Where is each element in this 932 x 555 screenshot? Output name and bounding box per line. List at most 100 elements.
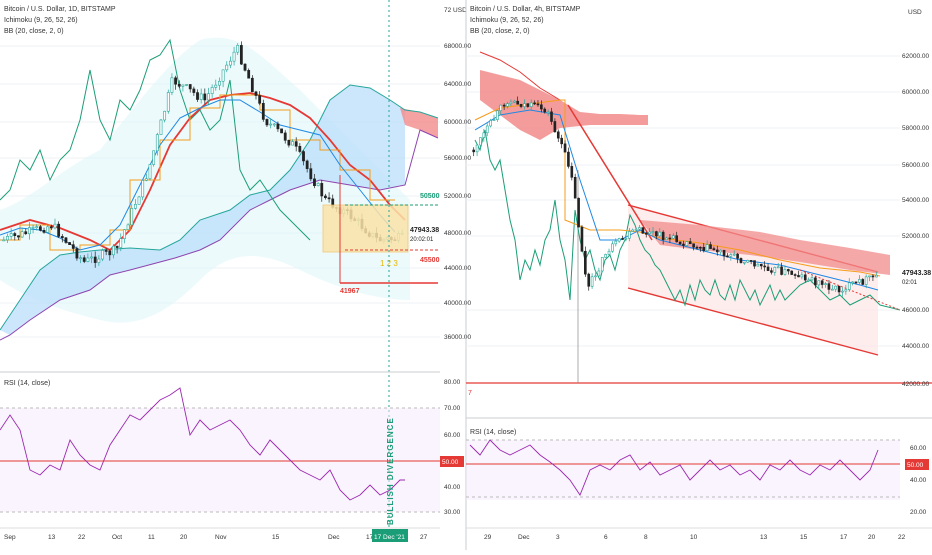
candle-body	[185, 84, 188, 86]
candle-body	[675, 235, 679, 243]
candle-body	[250, 77, 254, 93]
candle-body	[155, 134, 159, 152]
candle-body	[49, 226, 53, 229]
candle-body	[13, 233, 17, 236]
candle-body	[309, 168, 313, 180]
candle-body	[787, 269, 790, 272]
candle-body	[2, 239, 6, 242]
candle-body	[584, 250, 587, 275]
right-rsi-scale: 60.00 40.00 20.00	[910, 445, 927, 516]
candle-body	[64, 237, 68, 243]
right-edge-label: 7	[468, 390, 472, 397]
candle-body	[665, 237, 668, 241]
candle-body	[221, 69, 225, 82]
candle-body	[634, 228, 638, 231]
candle-body	[715, 249, 719, 253]
candle-body	[868, 275, 871, 278]
right-4h-chart: Bitcoin / U.S. Dollar, 4h, BITSTAMP Ichi…	[466, 6, 932, 541]
left-ichimoku-cloud	[0, 85, 405, 335]
candle-body	[254, 91, 258, 96]
svg-text:44000.00: 44000.00	[902, 343, 929, 350]
candle-body	[261, 103, 265, 120]
left-cloud-red	[400, 108, 438, 138]
left-rsi-legend: RSI (14, close)	[4, 380, 50, 387]
candle-body	[688, 241, 692, 245]
candle-body	[529, 102, 533, 107]
svg-text:54000.00: 54000.00	[902, 197, 929, 204]
candle-body	[133, 204, 137, 209]
right-time-axis: 29 Dec 3 6 8 10 13 15 17 20 22	[484, 534, 906, 541]
candle-body	[536, 103, 540, 106]
candle-body	[472, 149, 476, 153]
left-legend-bb: BB (20, close, 2, 0)	[4, 28, 64, 35]
candle-body	[550, 111, 553, 122]
candle-body	[560, 137, 563, 145]
candle-body	[763, 265, 766, 268]
candle-body	[580, 226, 584, 252]
candle-body	[35, 226, 39, 228]
candle-body	[709, 244, 712, 249]
bullish-divergence-label: BULLISH DIVERGENCE	[386, 417, 395, 525]
candle-body	[294, 141, 298, 147]
candle-body	[203, 93, 207, 101]
candle-body	[232, 51, 236, 62]
candle-body	[607, 250, 611, 255]
candle-body	[776, 266, 780, 269]
candle-body	[6, 236, 9, 241]
candle-body	[17, 235, 20, 238]
candle-body	[57, 223, 61, 237]
candle-body	[604, 254, 607, 258]
candle-body	[759, 263, 763, 267]
candle-body	[119, 238, 123, 248]
svg-text:Nov: Nov	[215, 534, 227, 541]
candle-body	[773, 266, 777, 273]
candle-body	[489, 120, 492, 127]
left-rsi-current: 50.00	[442, 459, 459, 466]
candle-body	[753, 260, 756, 267]
candle-body	[287, 139, 291, 146]
svg-text:Oct: Oct	[112, 534, 122, 541]
candle-body	[736, 253, 739, 259]
svg-text:29: 29	[484, 534, 492, 541]
svg-text:80.00: 80.00	[444, 379, 461, 386]
svg-text:44000.00: 44000.00	[444, 265, 471, 272]
candle-body	[567, 151, 570, 167]
svg-text:22: 22	[898, 534, 906, 541]
candle-body	[144, 178, 148, 181]
svg-text:10: 10	[690, 534, 698, 541]
svg-text:52000.00: 52000.00	[902, 233, 929, 240]
candle-body	[570, 166, 574, 178]
candle-body	[188, 84, 192, 90]
candle-body	[651, 231, 655, 233]
candle-body	[130, 208, 134, 226]
candle-body	[243, 63, 247, 71]
candle-body	[305, 160, 309, 169]
svg-text:40.00: 40.00	[444, 484, 461, 491]
svg-text:13: 13	[48, 534, 56, 541]
candle-body	[298, 145, 302, 152]
candle-body	[621, 238, 624, 240]
candle-body	[516, 100, 519, 105]
candle-body	[137, 196, 141, 205]
svg-text:13: 13	[760, 534, 768, 541]
candle-body	[499, 104, 503, 112]
candle-body	[207, 93, 210, 101]
candle-body	[702, 246, 706, 251]
svg-text:48000.00: 48000.00	[444, 230, 471, 237]
candle-body	[53, 223, 57, 229]
candle-body	[861, 279, 865, 285]
candle-body	[283, 132, 287, 141]
svg-text:40000.00: 40000.00	[444, 300, 471, 307]
svg-text:52000.00: 52000.00	[444, 193, 471, 200]
candle-body	[320, 183, 324, 197]
candle-body	[75, 248, 79, 259]
candle-body	[597, 270, 601, 277]
left-price-scale: 72 USD 68000.00 64000.00 60000.00 56000.…	[444, 7, 471, 341]
svg-text:70.00: 70.00	[444, 405, 461, 412]
right-rsi-legend: RSI (14, close)	[470, 429, 516, 436]
candle-body	[276, 123, 280, 130]
svg-text:68000.00: 68000.00	[444, 43, 471, 50]
candle-body	[678, 241, 682, 245]
candle-body	[874, 274, 878, 278]
candle-body	[265, 119, 269, 126]
